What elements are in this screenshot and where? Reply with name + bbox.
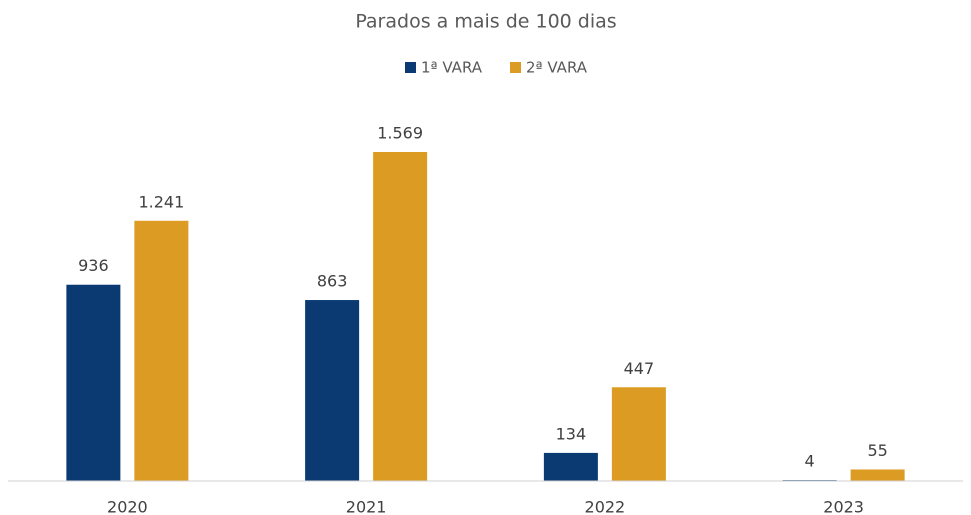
legend-swatch bbox=[510, 62, 521, 73]
chart-title: Parados a mais de 100 dias bbox=[355, 11, 616, 33]
x-tick-label: 2021 bbox=[346, 498, 387, 515]
x-tick-label: 2022 bbox=[585, 498, 626, 515]
data-label: 447 bbox=[624, 359, 655, 378]
data-label: 1.569 bbox=[377, 124, 423, 143]
x-tick-label: 2020 bbox=[107, 498, 148, 515]
x-tick-label: 2023 bbox=[823, 498, 864, 515]
bar bbox=[373, 152, 428, 481]
data-label: 1.241 bbox=[138, 192, 184, 211]
data-label: 55 bbox=[867, 441, 887, 460]
data-label: 4 bbox=[805, 452, 815, 471]
legend-label: 1ª VARA bbox=[421, 59, 483, 77]
legend-label: 2ª VARA bbox=[526, 59, 588, 77]
bar bbox=[850, 469, 905, 481]
data-label: 936 bbox=[78, 256, 109, 275]
data-label: 134 bbox=[556, 424, 587, 443]
data-label: 863 bbox=[317, 272, 348, 291]
bar bbox=[611, 387, 666, 481]
legend-swatch bbox=[405, 62, 416, 73]
bar bbox=[134, 220, 189, 481]
bar bbox=[66, 284, 121, 481]
bar bbox=[305, 300, 360, 481]
bar bbox=[543, 452, 598, 481]
